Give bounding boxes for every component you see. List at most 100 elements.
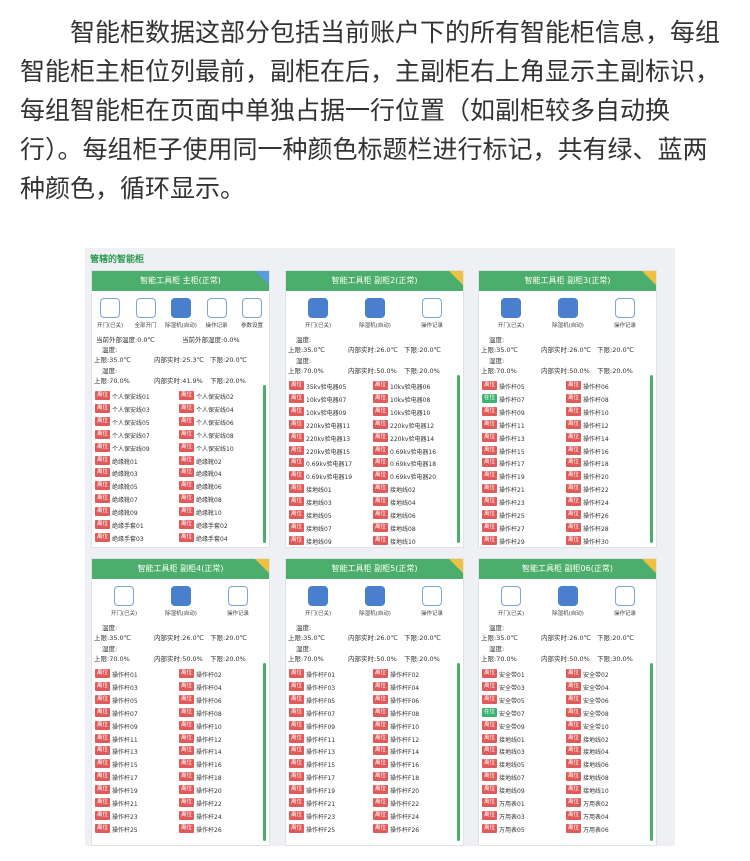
action-button[interactable]: 开门(已关) bbox=[104, 586, 144, 617]
item-name: 接地线02 bbox=[390, 487, 416, 495]
item-name: 个人保安线02 bbox=[196, 394, 234, 401]
item-name: 操作杆F07 bbox=[306, 710, 336, 718]
action-button[interactable]: 操作记录 bbox=[412, 298, 452, 329]
item-name: 操作杆F17 bbox=[306, 775, 336, 783]
action-button[interactable]: 开门(已关) bbox=[92, 298, 130, 329]
item-status: 离位 bbox=[289, 406, 305, 416]
scrollbar bbox=[457, 663, 460, 841]
item-name: 万用表02 bbox=[583, 801, 609, 808]
action-button[interactable]: 操作记录 bbox=[218, 586, 258, 617]
action-button[interactable]: 除湿机(自动) bbox=[161, 298, 201, 329]
item-name: 安全带06 bbox=[583, 697, 609, 705]
temp-reading: 上限:35.0℃ bbox=[288, 346, 325, 354]
item-name: 万用表06 bbox=[583, 826, 609, 834]
item-status: 离位 bbox=[373, 772, 389, 782]
item-status: 离位 bbox=[482, 535, 498, 545]
item-name: 操作杆07 bbox=[499, 396, 525, 404]
button-icon bbox=[365, 298, 385, 318]
action-button[interactable]: 开门(已关) bbox=[491, 298, 531, 329]
item-status: 离位 bbox=[482, 432, 498, 442]
item-status: 离位 bbox=[566, 432, 582, 442]
humidity-reading: 内部实时:50.0% bbox=[154, 655, 203, 663]
card-corner-badge bbox=[255, 271, 269, 285]
temp-reading: 内部实时:25.3℃ bbox=[154, 356, 204, 364]
item-status: 离位 bbox=[482, 772, 498, 782]
humidity-reading: 内部实时:50.0% bbox=[541, 655, 590, 663]
item-status: 离位 bbox=[289, 510, 305, 519]
action-button[interactable]: 全部开门 bbox=[126, 298, 166, 329]
item-status: 离位 bbox=[482, 510, 498, 519]
card-header: 智能工具柜 副柜2(正常) bbox=[286, 271, 463, 291]
item-name: 操作杆F06 bbox=[390, 697, 420, 705]
item-name: 操作杆11 bbox=[112, 736, 138, 744]
item-name: 个人保安线09 bbox=[112, 445, 150, 453]
item-name: 操作杆F22 bbox=[390, 801, 420, 808]
humidity-reading: 下限:20.0% bbox=[404, 367, 440, 375]
item-name: 操作杆24 bbox=[583, 500, 609, 508]
item-name: 操作杆26 bbox=[196, 826, 222, 834]
item-name: 操作杆05 bbox=[112, 697, 138, 705]
button-icon bbox=[242, 298, 262, 318]
humidity-reading: 下限:30.0% bbox=[597, 655, 633, 663]
button-label: 除湿机(自动) bbox=[165, 323, 197, 329]
action-button[interactable]: 开门(已关) bbox=[298, 298, 338, 329]
item-status: 离位 bbox=[373, 669, 389, 678]
item-status: 离位 bbox=[482, 823, 498, 833]
card-corner-badge bbox=[449, 559, 463, 573]
item-status: 离位 bbox=[373, 681, 389, 691]
item-status: 离位 bbox=[373, 720, 389, 730]
item-status: 离位 bbox=[289, 432, 305, 442]
scrollbar bbox=[457, 375, 460, 543]
action-button[interactable]: 除湿机(自动) bbox=[161, 586, 201, 617]
action-button[interactable]: 操作记录 bbox=[197, 298, 237, 329]
action-button[interactable]: 除湿机(自动) bbox=[355, 298, 395, 329]
item-name: 个人保安线08 bbox=[196, 432, 234, 440]
item-name: 操作杆02 bbox=[196, 672, 222, 679]
action-button[interactable]: 开门(已关) bbox=[298, 586, 338, 617]
action-button[interactable]: 操作记录 bbox=[412, 586, 452, 617]
action-button[interactable]: 除湿机(自动) bbox=[355, 586, 395, 617]
temp-reading: 内部实时:26.0℃ bbox=[154, 634, 204, 642]
action-button[interactable]: 操作记录 bbox=[605, 586, 645, 617]
item-status: 离位 bbox=[95, 669, 111, 678]
card-header: 智能工具柜 主柜(正常) bbox=[92, 271, 269, 291]
action-button[interactable]: 除湿机(自动) bbox=[548, 298, 588, 329]
item-status: 离位 bbox=[289, 522, 305, 532]
card-header: 智能工具柜 副柜5(正常) bbox=[286, 559, 463, 579]
button-label: 除湿机(自动) bbox=[359, 611, 391, 617]
button-icon bbox=[171, 586, 191, 606]
item-name: 操作杆19 bbox=[499, 474, 525, 482]
item-name: 操作杆26 bbox=[583, 513, 609, 520]
button-label: 除湿机(自动) bbox=[552, 323, 584, 329]
item-name: 操作杆08 bbox=[196, 710, 222, 718]
item-name: 操作杆16 bbox=[196, 762, 222, 770]
action-button[interactable]: 开门(已关) bbox=[491, 586, 531, 617]
item-name: 操作杆F12 bbox=[390, 736, 420, 744]
action-button[interactable]: 参数设置 bbox=[232, 298, 269, 329]
item-status: 离位 bbox=[289, 419, 305, 429]
item-name: 操作杆17 bbox=[499, 461, 525, 469]
item-status: 离位 bbox=[179, 416, 195, 426]
item-status: 离位 bbox=[289, 798, 305, 807]
item-status: 离位 bbox=[566, 458, 582, 468]
action-button[interactable]: 除湿机(自动) bbox=[548, 586, 588, 617]
item-status: 离位 bbox=[179, 733, 195, 743]
action-button[interactable]: 操作记录 bbox=[605, 298, 645, 329]
item-status: 离位 bbox=[482, 497, 498, 507]
button-label: 操作记录 bbox=[226, 611, 249, 617]
item-name: 绝缘靴08 bbox=[196, 497, 222, 505]
item-name: 操作杆22 bbox=[196, 801, 222, 808]
card-corner-badge bbox=[642, 271, 656, 285]
item-name: 操作杆20 bbox=[196, 788, 222, 796]
item-status: 离位 bbox=[373, 432, 389, 442]
item-name: 操作杆17 bbox=[112, 775, 138, 783]
item-name: 接地线03 bbox=[499, 749, 525, 757]
item-name: 安全带07 bbox=[499, 710, 525, 718]
item-name: 个人保安线05 bbox=[112, 419, 150, 427]
item-name: 接地线07 bbox=[306, 525, 332, 533]
item-name: 操作杆F13 bbox=[306, 749, 336, 757]
item-status: 离位 bbox=[179, 468, 195, 478]
item-name: 操作杆29 bbox=[499, 538, 525, 546]
item-name: 操作杆30 bbox=[583, 538, 609, 546]
button-label: 操作记录 bbox=[420, 323, 443, 329]
